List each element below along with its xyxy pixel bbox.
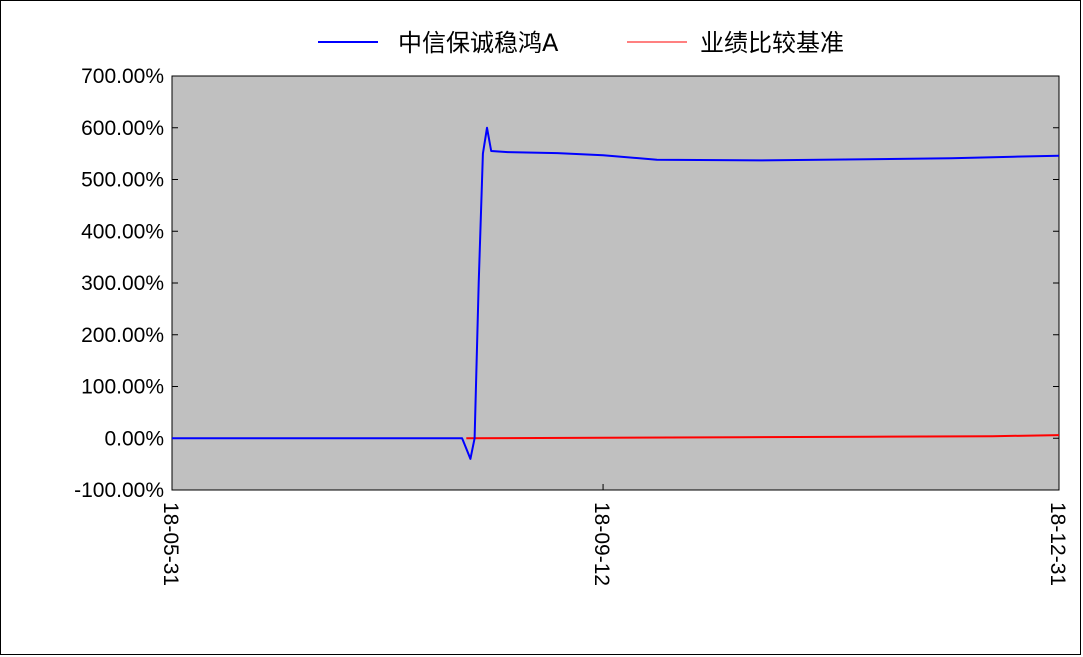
plot-area [171, 75, 1060, 491]
y-tick-label: 0.00% [104, 427, 164, 450]
legend-label: 业绩比较基准 [700, 29, 844, 57]
series-line [172, 126, 1060, 460]
y-tick-label: 700.00% [81, 65, 164, 88]
x-tick-label: 18-05-31 [159, 502, 182, 586]
x-axis: 18-05-31 18-09-12 18-12-31 [159, 484, 1069, 586]
y-tick-label: 300.00% [81, 272, 164, 295]
y-tick-label: 200.00% [81, 324, 164, 347]
y-tick-label: 500.00% [81, 169, 164, 192]
y-tick-label: 600.00% [81, 117, 164, 140]
x-tick-label: 18-09-12 [590, 502, 613, 586]
y-tick-label: 100.00% [81, 376, 164, 399]
y-axis: -100.00% 0.00% 100.00% 200.00% 300.00% 400.00… [74, 65, 1059, 502]
legend: 中信保诚稳鸿A 业绩比较基准 [318, 29, 844, 57]
series-layer [172, 126, 1060, 460]
series-line [466, 434, 1060, 440]
y-tick-label: 400.00% [81, 220, 164, 243]
y-tick-label: -100.00% [74, 479, 164, 502]
x-tick-label: 18-12-31 [1046, 502, 1069, 586]
legend-label: 中信保诚稳鸿A [398, 29, 559, 57]
